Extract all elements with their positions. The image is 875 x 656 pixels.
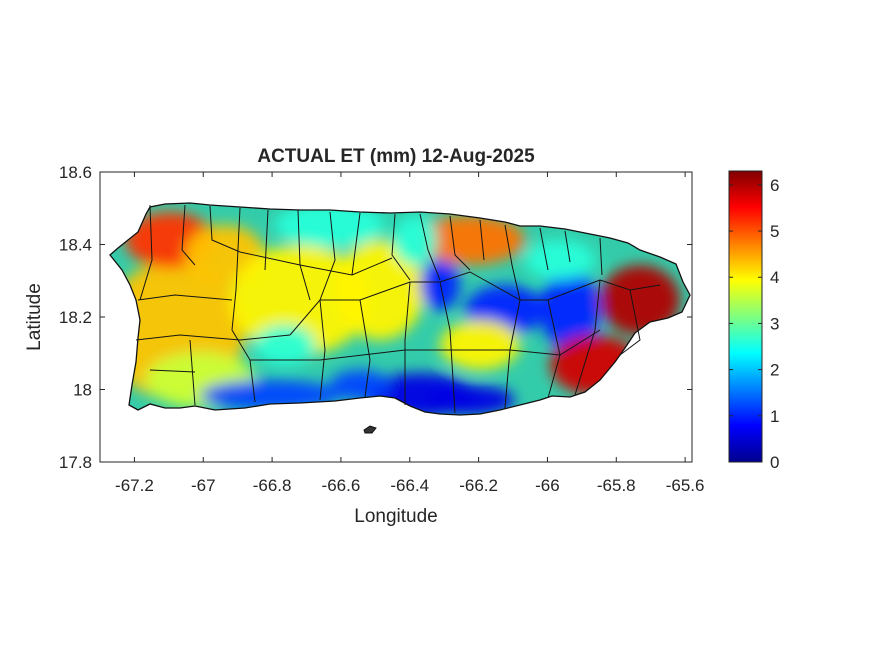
x-tick-label: -66.8 [253,476,292,495]
x-tick-label: -65.8 [597,476,636,495]
x-tick-label: -66 [535,476,560,495]
et-heatmap [110,203,690,415]
x-axis-label: Longitude [354,506,437,527]
municipal-boundary [319,211,336,301]
municipal-boundary [189,339,196,406]
municipal-boundary [504,224,521,301]
colorbar-tick-label: 4 [770,268,779,287]
y-tick-label: 18.6 [59,163,92,182]
municipal-boundary [137,294,233,301]
x-tick-label: -66.2 [459,476,498,495]
et-value-patch [230,245,370,355]
x-tick-label: -66.4 [390,476,429,495]
colorbar-tick-label: 0 [770,453,779,472]
colorbar-tick-label: 2 [770,361,779,380]
y-tick-label: 17.8 [59,453,92,472]
municipal-boundary [231,207,241,331]
municipal-boundary [449,215,471,271]
municipal-boundary [209,205,241,253]
et-value-patch [330,370,390,400]
municipal-boundary [319,299,326,401]
et-value-patch [415,215,525,265]
et-value-patch [393,215,437,265]
et-value-patch [255,325,315,365]
y-axis: 18.6 18.4 18.2 18 17.8 [59,163,692,472]
municipal-boundary [539,227,549,271]
colorbar [728,170,763,463]
x-tick-label: -67 [191,476,216,495]
small-island [363,425,377,434]
et-value-patch [440,320,520,370]
municipal-boundary [239,251,393,276]
municipal-boundaries [135,204,661,414]
et-value-patch [335,240,425,340]
colorbar-tick-label: 1 [770,407,779,426]
chart-title: ACTUAL ET (mm) 12-Aug-2025 [257,146,535,167]
colorbar-tick-label: 3 [770,314,779,333]
y-tick-label: 18 [73,381,92,400]
municipal-boundary [574,279,601,396]
x-tick-label: -65.6 [666,476,705,495]
colorbar-tick-label: 5 [770,222,779,241]
municipal-boundary [264,209,269,271]
municipal-boundary [351,212,361,276]
municipal-boundary [149,369,196,373]
et-value-patch [525,240,595,280]
municipal-boundary [391,213,411,281]
municipal-boundary [419,213,441,281]
colorbar-tick-label: 6 [770,176,779,195]
x-axis: -67.2 -67 -66.8 -66.6 -66.4 -66.2 -66 -65.8 -65.… [115,172,704,495]
municipal-boundary [250,329,601,361]
x-tick-label: -67.2 [115,476,154,495]
y-tick-label: 18.4 [59,236,92,255]
colorbar-ticks: 0 1 2 3 4 5 6 [729,176,779,472]
municipal-boundary [404,281,411,405]
municipal-boundary [479,219,485,261]
y-axis-label: Latitude [24,283,45,351]
municipal-boundary [564,230,571,263]
y-tick-label: 18.2 [59,308,92,327]
et-value-patch [420,260,460,310]
et-value-patch [600,265,680,335]
municipal-boundary [439,281,456,414]
municipal-boundary [619,289,641,356]
municipal-boundary [135,334,291,341]
municipal-boundary [139,204,153,301]
municipal-boundary [359,299,371,398]
et-value-patch [425,385,515,415]
municipal-boundary [181,204,196,266]
x-tick-label: -66.6 [322,476,361,495]
municipal-boundary [599,237,603,276]
